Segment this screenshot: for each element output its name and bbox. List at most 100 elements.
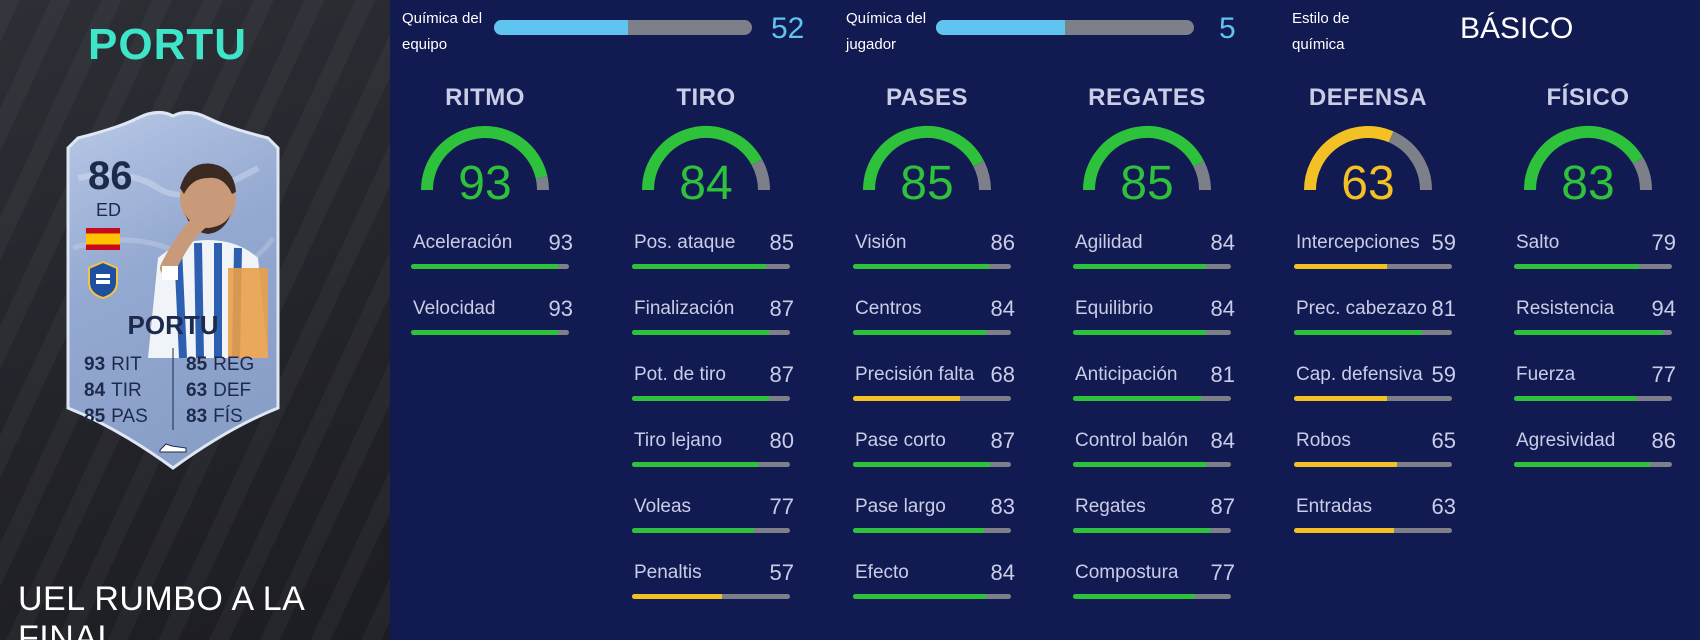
stat-bar-fill	[1073, 396, 1201, 401]
stat-bar	[632, 264, 790, 269]
stat-value: 79	[1651, 230, 1676, 255]
card-player-name: PORTU	[127, 310, 219, 340]
stat-bar	[1073, 462, 1231, 467]
stat-bar	[853, 264, 1011, 269]
player-chemistry: Química del jugador	[846, 6, 956, 58]
category-0: RITMO 93 Aceleración 93 Velocidad 93	[395, 80, 575, 364]
team-chemistry-label: Química del equipo	[402, 10, 483, 53]
stat-name: Compostura	[1075, 562, 1179, 583]
stat-row: Visión 86	[837, 230, 1017, 298]
stat-row: Agilidad 84	[1057, 230, 1237, 298]
stat-value: 81	[1210, 362, 1235, 387]
stat-name: Pos. ataque	[634, 232, 736, 253]
stat-bar	[853, 462, 1011, 467]
stat-row: Tiro lejano 80	[616, 428, 796, 496]
category-value: 63	[1341, 157, 1395, 210]
gauge-arc	[642, 126, 770, 191]
stat-value: 77	[769, 494, 794, 519]
player-chemistry-bar	[936, 20, 1194, 35]
stat-value: 93	[548, 296, 573, 321]
stat-row: Precisión falta 68	[837, 362, 1017, 430]
stat-name: Aceleración	[413, 232, 513, 253]
stat-bar	[632, 396, 790, 401]
stat-row: Pos. ataque 85	[616, 230, 796, 298]
stat-value: 65	[1431, 428, 1456, 453]
chemistry-style-label: Estilo de química	[1292, 10, 1350, 53]
stat-bar-fill	[1294, 462, 1397, 467]
stat-bar-fill	[1073, 264, 1206, 269]
category-gauge: 85	[837, 122, 1017, 232]
stat-row: Penaltis 57	[616, 560, 796, 628]
stat-row: Entradas 63	[1278, 494, 1458, 562]
stat-row: Fuerza 77	[1498, 362, 1678, 430]
gauge-fill	[421, 126, 548, 191]
stat-row: Prec. cabezazo 81	[1278, 296, 1458, 364]
team-chemistry: Química del equipo	[402, 6, 512, 58]
category-title: RITMO	[445, 84, 525, 111]
stat-row: Pase largo 83	[837, 494, 1017, 562]
stat-value: 84	[1210, 296, 1235, 321]
stat-row: Equilibrio 84	[1057, 296, 1237, 364]
stat-bar-fill	[632, 330, 770, 335]
stat-bar	[1294, 396, 1452, 401]
stat-value: 63	[1431, 494, 1456, 519]
stat-name: Robos	[1296, 430, 1351, 451]
stat-name: Cap. defensiva	[1296, 364, 1423, 385]
chemistry-style[interactable]: Estilo de química	[1292, 6, 1402, 58]
stat-bar	[1073, 264, 1231, 269]
gauge-track	[1632, 157, 1652, 191]
stat-value: 84	[990, 560, 1015, 585]
stat-value: 83	[990, 494, 1015, 519]
stat-row: Velocidad 93	[395, 296, 575, 364]
stat-bar	[1073, 396, 1231, 401]
player-card[interactable]: 86 ED PORTU 93 RIT 84 TIR 85 PAS 85 REG 63 DE…	[58, 108, 288, 478]
stat-row: Regates 87	[1057, 494, 1237, 562]
stat-row: Compostura 77	[1057, 560, 1237, 628]
stat-value: 87	[769, 362, 794, 387]
stat-row: Efecto 84	[837, 560, 1017, 628]
stat-value: 93	[548, 230, 573, 255]
category-3: REGATES 85 Agilidad 84 Equilibrio 84 Anticipac…	[1057, 80, 1237, 628]
gauge-arc	[863, 126, 991, 191]
player-name-title: PORTU	[88, 20, 247, 69]
gauge-arc	[1524, 126, 1652, 191]
stat-name: Pase largo	[855, 496, 946, 517]
stat-row: Intercepciones 59	[1278, 230, 1458, 298]
stat-name: Voleas	[634, 496, 692, 517]
stat-bar	[1514, 330, 1672, 335]
stat-bar-fill	[853, 594, 986, 599]
player-photo-icon	[148, 163, 268, 358]
category-gauge: 93	[395, 122, 575, 232]
stat-bar-fill	[1514, 264, 1639, 269]
stat-value: 59	[1431, 230, 1456, 255]
card-stat-reg: 85 REG	[186, 354, 255, 375]
category-value: 84	[679, 157, 733, 210]
stat-name: Fuerza	[1516, 364, 1576, 385]
category-title: FÍSICO	[1546, 84, 1630, 111]
stat-bar	[1294, 528, 1452, 533]
stat-value: 59	[1431, 362, 1456, 387]
stat-bar-fill	[1514, 462, 1650, 467]
category-gauge: 84	[616, 122, 796, 232]
stat-row: Aceleración 93	[395, 230, 575, 298]
stat-value: 86	[990, 230, 1015, 255]
stat-row: Finalización 87	[616, 296, 796, 364]
player-chemistry-fill	[936, 20, 1065, 35]
stat-value: 87	[990, 428, 1015, 453]
stat-name: Control balón	[1075, 430, 1189, 451]
stat-bar-fill	[1073, 330, 1206, 335]
category-value: 93	[458, 157, 512, 210]
category-gauge: 63	[1278, 122, 1458, 232]
stat-name: Resistencia	[1516, 298, 1615, 319]
stat-value: 81	[1431, 296, 1456, 321]
stat-name: Regates	[1075, 496, 1146, 517]
gauge-track	[1193, 160, 1211, 191]
stat-bar-fill	[1073, 594, 1195, 599]
card-stat-rit: 93 RIT	[84, 354, 142, 375]
stat-bar	[632, 528, 790, 533]
stat-value: 85	[769, 230, 794, 255]
stat-bar-fill	[411, 264, 558, 269]
promo-title: UEL RUMBO A LA FINAL	[18, 580, 304, 640]
stat-bar-fill	[853, 264, 989, 269]
stat-bar	[411, 330, 569, 335]
